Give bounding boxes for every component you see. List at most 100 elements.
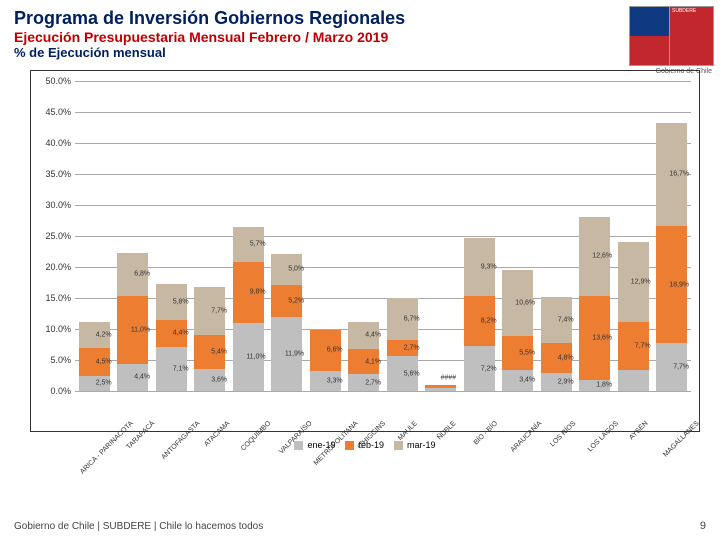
value-label: 4,2%: [96, 331, 112, 338]
value-label: 10,6%: [515, 299, 535, 306]
y-tick-label: 20.0%: [35, 262, 71, 272]
value-label: 5,4%: [211, 348, 227, 355]
bar-segment: 4,2%: [79, 322, 110, 348]
value-label: ####: [441, 374, 457, 381]
x-tick-label: AYSÉN: [628, 420, 649, 441]
bar-segment: 16,7%: [656, 123, 687, 227]
x-tick-label: MAULE: [397, 420, 419, 442]
value-label: 2,5%: [96, 380, 112, 387]
bar-segment: 7,4%: [541, 297, 572, 343]
value-label: 7,1%: [173, 365, 189, 372]
bar-segment: 5,0%: [271, 254, 302, 285]
value-label: 4,4%: [365, 332, 381, 339]
bar-group: 7,2%8,2%9,3%BÍO - BÍO: [460, 81, 499, 391]
value-label: 11,0%: [131, 326, 150, 333]
bar-segment: 3,3%: [310, 371, 341, 391]
bar-segment: 6,8%: [117, 253, 148, 295]
bar-segment: 4,4%: [348, 322, 379, 349]
value-label: 5,0%: [288, 266, 304, 273]
bar-group: 7,7%12,9%AYSÉN: [614, 81, 653, 391]
bar-segment: 13,6%: [579, 296, 610, 380]
bar-group: 5,6%2,7%6,7%MAULE: [383, 81, 422, 391]
value-label: 5,5%: [519, 349, 535, 356]
bar-segment: 18,9%: [656, 226, 687, 343]
page-number: 9: [700, 520, 706, 532]
bar-segment: 5,6%: [387, 356, 418, 391]
bar-segment: [618, 370, 649, 391]
y-tick-label: 25.0%: [35, 231, 71, 241]
value-label: 7,4%: [558, 317, 574, 324]
y-tick-label: 30.0%: [35, 200, 71, 210]
bar-segment: 11,0%: [233, 323, 264, 391]
value-label: 11,0%: [246, 353, 265, 360]
gov-logo: SUBDERE: [629, 6, 714, 66]
bar-group: 3,4%5,5%10,6%ARAUCANÍA: [499, 81, 538, 391]
value-label: 5,8%: [173, 298, 189, 305]
bar-segment: [425, 388, 456, 391]
value-label: 1,8%: [596, 382, 612, 389]
bar-group: 7,1%4,4%5,8%ANTOFAGASTA: [152, 81, 191, 391]
bar-segment: 4,8%: [541, 343, 572, 373]
bar-segment: 2,7%: [387, 340, 418, 357]
bar-segment: 5,2%: [271, 285, 302, 317]
y-tick-label: 45.0%: [35, 107, 71, 117]
bar-segment: 4,4%: [156, 320, 187, 347]
y-tick-label: 40.0%: [35, 138, 71, 148]
value-label: 3,3%: [327, 377, 343, 384]
value-label: 7,2%: [481, 365, 497, 372]
value-label: 5,7%: [250, 241, 266, 248]
bar-segment: 4,1%: [348, 349, 379, 374]
bar-group: 7,7%18,9%16,7%MAGALLANES: [653, 81, 692, 391]
value-label: 5,6%: [404, 370, 420, 377]
value-label: 9,3%: [481, 263, 497, 270]
bar-group: 4,4%11,0%6,8%TARAPACÁ: [114, 81, 153, 391]
bar-segment: 5,8%: [156, 284, 187, 320]
bar-segment: 10,6%: [502, 270, 533, 336]
bar-segment: 7,1%: [156, 347, 187, 391]
legend-swatch: [345, 441, 354, 450]
bar-segment: 7,7%: [194, 287, 225, 335]
value-label: 2,7%: [365, 379, 381, 386]
bar-segment: 9,3%: [464, 238, 495, 296]
bar-segment: 7,7%: [618, 322, 649, 370]
x-tick-label: VALPARAÍSO: [278, 420, 314, 456]
legend-label: mar-19: [407, 440, 436, 450]
header: Programa de Inversión Gobiernos Regional…: [0, 0, 720, 62]
y-tick-label: 15.0%: [35, 293, 71, 303]
value-label: 4,5%: [96, 358, 112, 365]
value-label: 7,7%: [211, 308, 227, 315]
bar-segment: 12,6%: [579, 217, 610, 295]
value-label: 12,6%: [592, 253, 612, 260]
value-label: 4,4%: [134, 374, 150, 381]
value-label: 16,7%: [669, 171, 689, 178]
bar-segment: 6,6%: [310, 330, 341, 371]
bar-segment: 4,4%: [117, 364, 148, 391]
value-label: 3,6%: [211, 376, 227, 383]
value-label: 13,6%: [592, 334, 612, 341]
value-label: 6,8%: [134, 271, 150, 278]
y-tick-label: 35.0%: [35, 169, 71, 179]
bar-segment: 9,8%: [233, 262, 264, 323]
bar-segment: 8,2%: [464, 296, 495, 347]
bar-segment: 4,5%: [79, 348, 110, 376]
bar-segment: 2,9%: [541, 373, 572, 391]
bar-group: 2,7%4,1%4,4%O'HIGGINS: [345, 81, 384, 391]
bar-segment: 7,2%: [464, 346, 495, 391]
y-tick-label: 0.0%: [35, 386, 71, 396]
chart-frame: 0.0%5.0%10.0%15.0%20.0%25.0%30.0%35.0%40…: [30, 70, 700, 432]
value-label: 4,4%: [173, 330, 189, 337]
plot-area: 0.0%5.0%10.0%15.0%20.0%25.0%30.0%35.0%40…: [75, 81, 691, 391]
bar-segment: 5,5%: [502, 336, 533, 370]
bar-group: 3,3%6,6%METROPOLITANA: [306, 81, 345, 391]
value-label: 7,7%: [673, 364, 689, 371]
bar-group: 11,9%5,2%5,0%VALPARAÍSO: [268, 81, 307, 391]
value-label: 12,9%: [631, 279, 651, 286]
bar-group: 1,8%13,6%12,6%LOS LAGOS: [576, 81, 615, 391]
value-label: 6,7%: [404, 315, 420, 322]
bar-segment: 11,9%: [271, 317, 302, 391]
x-tick-label: ÑUBLE: [436, 420, 457, 441]
bar-segment: 2,7%: [348, 374, 379, 391]
bar-segment: 12,9%: [618, 242, 649, 322]
title-3: % de Ejecución mensual: [14, 45, 706, 60]
value-label: 8,2%: [481, 317, 497, 324]
